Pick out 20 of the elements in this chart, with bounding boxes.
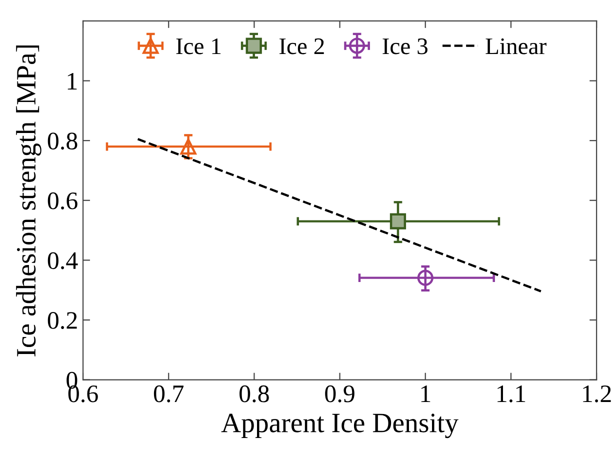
x-tick-label: 1.1 [498,385,526,402]
legend-label: Linear [486,38,546,54]
point [180,138,196,155]
x-tick-label: 0.7 [154,385,184,402]
point [417,270,434,286]
x-tick-label: 1.2 [583,385,611,402]
legend-label: Ice 2 [279,38,324,54]
x-tick-label: 0.8 [240,385,269,402]
x-axis-title: Apparent Ice Density [221,414,458,438]
x-tick-label: 0.9 [325,385,354,402]
y-tick-label: 1 [68,72,77,90]
y-tick-label: 0.2 [48,312,77,330]
legend-label: Ice 3 [382,38,428,54]
legend-label: Ice 1 [176,38,221,54]
y-tick-label: 0.8 [48,132,78,150]
y-axis-title: Ice adhesion strength [MPa] [16,45,42,356]
point [390,213,406,230]
y-tick-label: 0.4 [48,252,78,270]
y-tick-label: 0.6 [48,192,78,210]
x-tick-label: 1 [421,385,430,402]
